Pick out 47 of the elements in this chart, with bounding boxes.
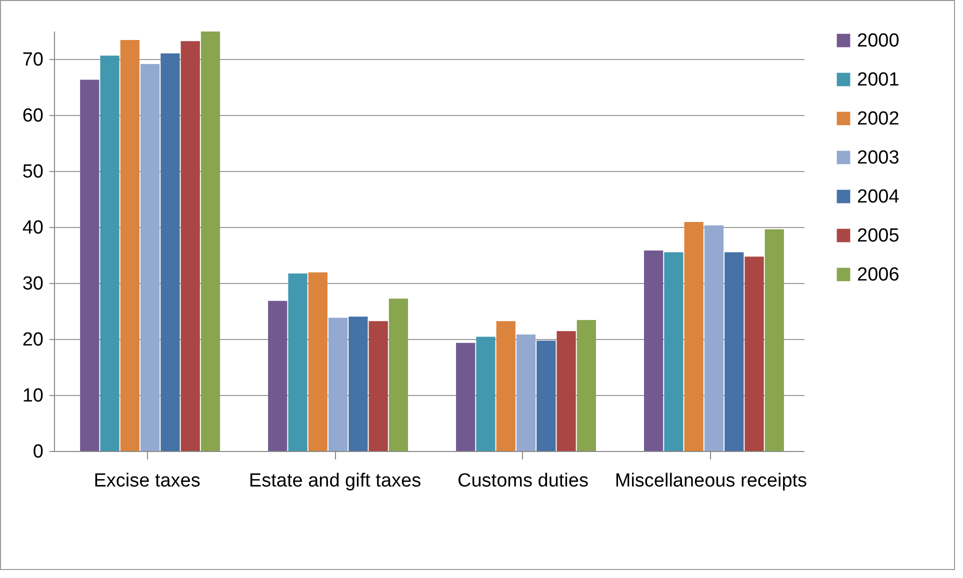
bar	[388, 298, 408, 451]
y-tick-label: 10	[22, 386, 44, 406]
legend-label: 2000	[857, 30, 900, 52]
bar	[160, 53, 180, 451]
legend-label: 2006	[857, 264, 900, 286]
bar	[100, 56, 120, 451]
bar	[684, 222, 704, 451]
bar	[288, 273, 308, 451]
bar	[456, 342, 476, 451]
bar	[348, 316, 368, 451]
bar	[368, 321, 388, 451]
bar	[308, 272, 328, 451]
bar	[556, 331, 576, 451]
x-tick-label: Excise taxes	[94, 470, 200, 492]
legend-label: 2005	[857, 226, 900, 246]
legend-label: 2001	[857, 70, 900, 90]
bar	[764, 229, 784, 451]
bar	[80, 80, 100, 451]
bar	[516, 334, 536, 451]
bar	[724, 252, 744, 451]
bar	[328, 318, 348, 451]
bar	[536, 340, 556, 451]
bar	[576, 320, 596, 451]
y-tick-label: 0	[32, 442, 44, 462]
bar	[476, 336, 496, 451]
y-tick-label: 20	[22, 330, 44, 350]
x-tick-label: Customs duties	[458, 470, 588, 492]
bar	[268, 300, 288, 451]
y-tick-label: 50	[22, 162, 44, 182]
bar	[744, 256, 764, 451]
bar	[180, 41, 200, 451]
bar	[704, 225, 724, 451]
legend-label: 2003	[857, 148, 900, 168]
y-tick-label: 40	[22, 218, 44, 238]
bar	[200, 32, 220, 451]
bar	[140, 64, 160, 451]
x-tick-label: Estate and gift taxes	[248, 470, 422, 492]
y-tick-label: 30	[22, 274, 44, 294]
bar	[644, 250, 664, 451]
x-tick-label: Miscellaneous receipts	[614, 470, 808, 492]
legend-label: 2004	[857, 186, 900, 208]
bar	[120, 40, 140, 451]
legend-label: 2002	[857, 108, 900, 130]
y-tick-label: 60	[22, 106, 44, 126]
y-tick-label: 70	[22, 50, 44, 70]
bar	[496, 321, 516, 451]
bar	[664, 252, 684, 451]
